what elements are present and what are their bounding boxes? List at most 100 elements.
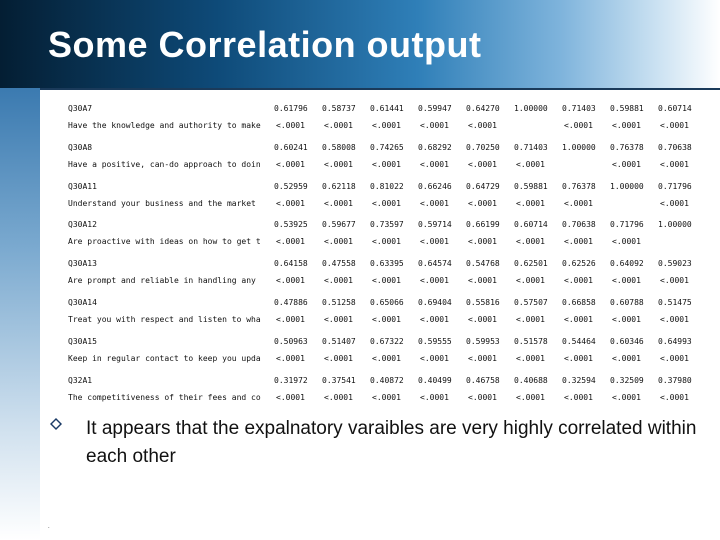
p-value: <.0001 [324, 159, 353, 169]
p-value: <.0001 [372, 237, 401, 247]
correlation-value: 0.71796 [658, 181, 692, 191]
p-value: <.0001 [372, 315, 401, 324]
variable-name: Q30A8 [68, 142, 93, 152]
correlation-value: 0.55816 [466, 298, 500, 307]
p-value: <.0001 [516, 198, 545, 208]
correlation-value: 0.51475 [658, 298, 692, 307]
correlation-value: 0.46758 [466, 375, 500, 385]
correlation-value: 0.40688 [514, 375, 548, 385]
p-value: <.0001 [420, 237, 449, 247]
p-value: <.0001 [564, 198, 593, 208]
p-value: <.0001 [420, 353, 449, 363]
p-value: <.0001 [468, 392, 497, 402]
correlation-value: 0.59714 [418, 220, 452, 230]
variable-name: Q32A1 [68, 375, 93, 385]
p-value: <.0001 [324, 198, 353, 208]
p-value: <.0001 [564, 121, 593, 130]
correlation-value: 0.59023 [658, 259, 692, 269]
correlation-value: 0.66199 [466, 220, 500, 230]
variable-name: Q30A13 [68, 259, 97, 269]
p-value: <.0001 [468, 276, 497, 286]
correlation-value: 0.71403 [562, 104, 596, 113]
correlation-value: 0.76378 [562, 181, 596, 191]
p-value: <.0001 [516, 315, 545, 324]
p-value: <.0001 [372, 121, 401, 130]
correlation-value: 0.62118 [322, 181, 356, 191]
p-value: <.0001 [468, 237, 497, 247]
correlation-value: 0.59947 [418, 104, 452, 113]
correlation-value: 0.51578 [514, 336, 548, 346]
correlation-value: 0.67322 [370, 336, 404, 346]
left-decorative-strip [0, 88, 40, 540]
correlation-value: 0.71403 [514, 142, 548, 152]
correlation-value: 0.62501 [514, 259, 548, 269]
correlation-value: 0.59881 [610, 104, 644, 113]
p-value: <.0001 [468, 353, 497, 363]
p-value: <.0001 [372, 198, 401, 208]
conclusion-text: It appears that the expalnatory varaible… [86, 418, 697, 467]
correlation-value: 0.73597 [370, 220, 404, 230]
p-value: <.0001 [516, 392, 545, 402]
footer-dot: . [48, 524, 50, 530]
p-value: <.0001 [420, 198, 449, 208]
p-value: <.0001 [276, 392, 305, 402]
p-value: <.0001 [516, 237, 545, 247]
correlation-value: 0.37541 [322, 375, 356, 385]
p-value: <.0001 [564, 276, 593, 286]
p-value: <.0001 [660, 121, 689, 130]
correlation-value: 0.32594 [562, 375, 596, 385]
p-value: <.0001 [276, 198, 305, 208]
p-value: <.0001 [420, 392, 449, 402]
p-value: <.0001 [372, 276, 401, 286]
slide-title: Some Correlation output [48, 24, 482, 65]
p-value: <.0001 [612, 276, 641, 286]
p-value: <.0001 [468, 315, 497, 324]
variable-description: Are prompt and reliable in handling any [68, 276, 256, 286]
correlation-value: 0.53925 [274, 220, 308, 230]
p-value: <.0001 [612, 353, 641, 363]
correlation-table: Q30A7 Have the knowledge and authority to… [68, 104, 692, 402]
correlation-value: 0.68292 [418, 142, 452, 152]
p-value: <.0001 [276, 159, 305, 169]
correlation-value: 1.00000 [610, 181, 644, 191]
variable-description: Understand your business and the market [68, 198, 256, 208]
p-value: <.0001 [276, 315, 305, 324]
p-value: <.0001 [276, 237, 305, 247]
p-value: <.0001 [612, 315, 641, 324]
correlation-value: 0.70638 [658, 142, 692, 152]
correlation-value: 0.64729 [466, 181, 500, 191]
correlation-value: 0.57507 [514, 298, 548, 307]
correlation-value: 0.69404 [418, 298, 452, 307]
correlation-value: 1.00000 [562, 142, 596, 152]
correlation-value: 0.60788 [610, 298, 644, 307]
variable-description: Are proactive with ideas on how to get t [68, 237, 261, 247]
correlation-value: 0.74265 [370, 142, 404, 152]
correlation-value: 0.63395 [370, 259, 404, 269]
variable-name: Q30A12 [68, 220, 97, 230]
p-value: <.0001 [516, 159, 545, 169]
correlation-value: 0.54464 [562, 336, 596, 346]
p-value: <.0001 [324, 353, 353, 363]
correlation-value: 0.61441 [370, 104, 404, 113]
variable-name: Q30A7 [68, 104, 93, 113]
p-value: <.0001 [612, 392, 641, 402]
correlation-value: 0.58737 [322, 104, 356, 113]
diamond-bullet-icon [50, 418, 62, 430]
p-value: <.0001 [660, 159, 689, 169]
p-value: <.0001 [372, 392, 401, 402]
variable-description: The competitiveness of their fees and co [68, 392, 261, 402]
p-value: <.0001 [420, 121, 449, 130]
p-value: <.0001 [324, 392, 353, 402]
p-value: <.0001 [564, 315, 593, 324]
p-value: <.0001 [516, 276, 545, 286]
correlation-value: 0.31972 [274, 375, 308, 385]
variable-description: Have the knowledge and authority to make [68, 121, 261, 130]
correlation-value: 0.51407 [322, 336, 356, 346]
correlation-value: 0.62526 [562, 259, 596, 269]
p-value: <.0001 [324, 315, 353, 324]
correlation-value: 0.47558 [322, 259, 356, 269]
p-value: <.0001 [564, 392, 593, 402]
correlation-value: 0.66246 [418, 181, 452, 191]
correlation-value: 0.60714 [658, 104, 692, 113]
correlation-value: 0.32509 [610, 375, 644, 385]
